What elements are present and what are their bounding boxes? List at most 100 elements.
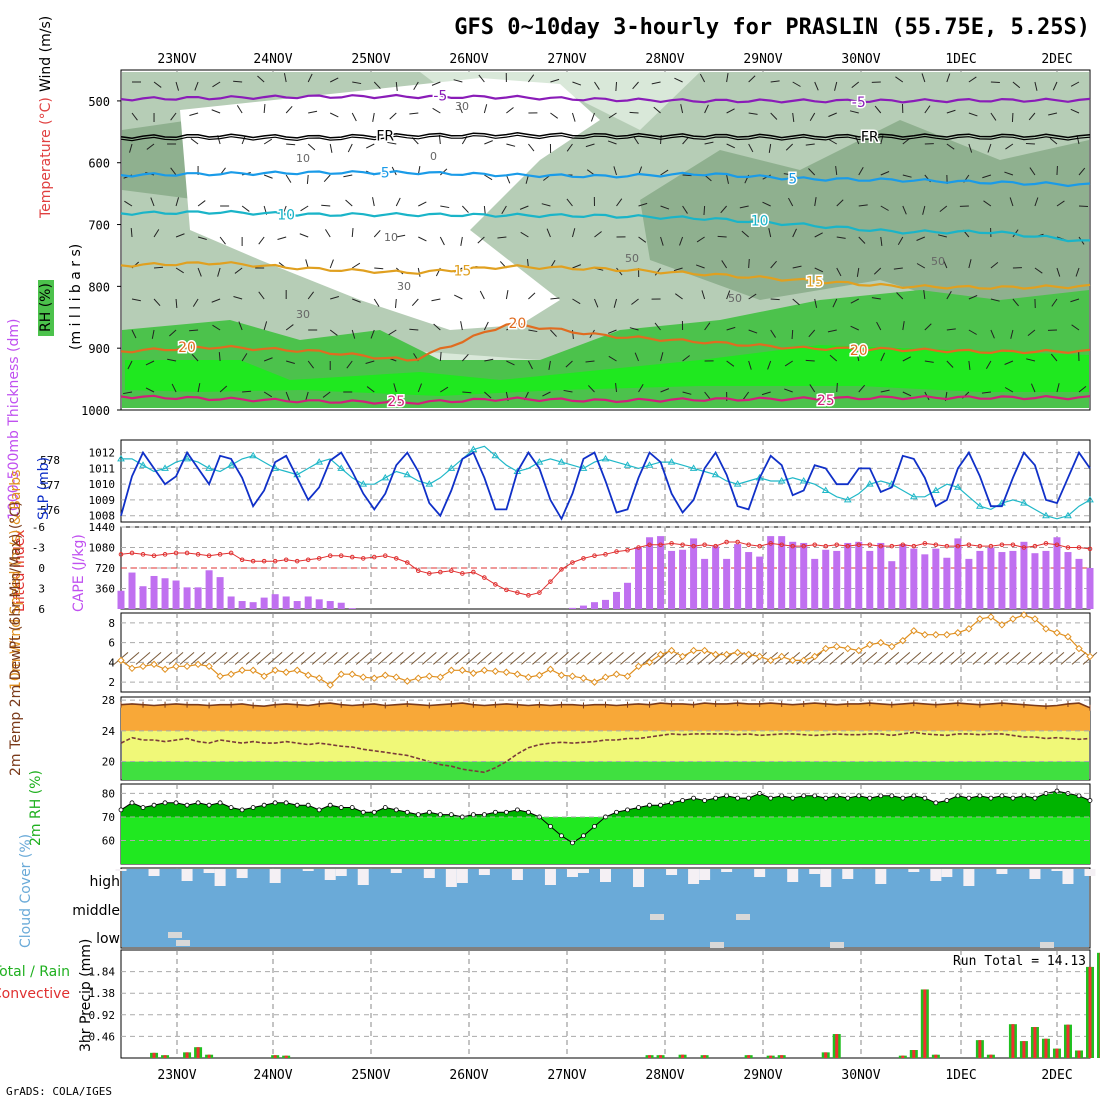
wind-barb bbox=[902, 321, 905, 331]
wind-barb-10m bbox=[333, 652, 349, 665]
date-label-top: 2DEC bbox=[1041, 52, 1072, 67]
wind-speed-marker bbox=[117, 656, 125, 665]
wind-barb bbox=[411, 298, 419, 307]
wind-speed-marker bbox=[733, 648, 742, 657]
wind-speed-marker bbox=[943, 631, 951, 639]
wind-barb-10m bbox=[245, 652, 261, 665]
wind-barb bbox=[828, 112, 837, 117]
thickness-marker bbox=[359, 480, 368, 487]
wind-barb bbox=[257, 75, 265, 83]
li-marker bbox=[922, 541, 928, 546]
cloud-level-label: high bbox=[89, 874, 120, 890]
wind-speed-marker bbox=[601, 673, 610, 681]
cloud-high-gap bbox=[390, 869, 402, 873]
wind-barb bbox=[1070, 81, 1080, 87]
rh2m-marker bbox=[526, 809, 531, 815]
li-marker bbox=[768, 541, 773, 546]
precip-bar-convective bbox=[273, 1055, 277, 1058]
wind-barb bbox=[146, 143, 155, 150]
wind-barb bbox=[767, 360, 772, 370]
wind-barb-10m bbox=[532, 652, 547, 665]
thickness-marker bbox=[579, 464, 588, 471]
precip-bar-convective bbox=[1066, 1024, 1070, 1058]
wind-barb bbox=[453, 79, 463, 83]
wind-barb bbox=[167, 358, 177, 362]
cloud-level-label: low bbox=[96, 931, 120, 947]
wind-barb bbox=[571, 112, 576, 122]
wind-speed-marker bbox=[139, 662, 147, 671]
wind-barb bbox=[153, 81, 162, 88]
rh2m-marker bbox=[1087, 798, 1093, 803]
rh2m-marker bbox=[922, 795, 928, 801]
li-marker bbox=[184, 550, 190, 556]
cloud-high-gap bbox=[996, 869, 1008, 874]
wind-speed-marker bbox=[260, 672, 268, 680]
cape-bar bbox=[789, 541, 797, 609]
wind-speed-marker bbox=[271, 666, 279, 674]
wind-barb-10m bbox=[576, 652, 591, 665]
wind-barb bbox=[1034, 267, 1043, 274]
cape-bar bbox=[1053, 537, 1061, 609]
slp-ylabel-slp: SLP (mb) bbox=[36, 457, 52, 520]
wind-speed-marker bbox=[1009, 615, 1017, 623]
thickness-marker bbox=[953, 483, 962, 490]
wind-barb bbox=[505, 174, 511, 184]
slp-thickness-group: 1008 1009 1010 1011 1012 576 577 578 1000-500mb … bbox=[6, 319, 1094, 523]
wind-barb bbox=[461, 205, 469, 213]
li-tick-label: 0 bbox=[38, 562, 45, 575]
wind-barb bbox=[968, 329, 977, 335]
wind-speed-marker bbox=[557, 671, 566, 679]
wind-speed-marker bbox=[910, 627, 918, 635]
wind-barb-10m bbox=[135, 652, 151, 665]
rh2m-tick-label: 70 bbox=[102, 811, 115, 824]
wind-tick-label: 6 bbox=[108, 637, 115, 650]
precip-bar-convective bbox=[1077, 1050, 1081, 1058]
cape-bar bbox=[613, 591, 621, 609]
wind-barb-10m bbox=[664, 652, 679, 665]
wind-barb bbox=[283, 73, 287, 83]
wind-barb-10m bbox=[565, 652, 580, 665]
isotherm-label: 20 bbox=[178, 340, 196, 356]
precip-bar bbox=[1097, 952, 1100, 1058]
thickness-marker bbox=[976, 502, 984, 509]
chart-title: GFS 0~10day 3-hourly for PRASLIN (55.75E… bbox=[454, 15, 1090, 40]
temp-ylabel: 2m Temp 2m DewPt (6hr Min/Max) (°C) bbox=[8, 501, 24, 776]
isotherm-label: 15 bbox=[806, 275, 824, 291]
wind-barb bbox=[792, 228, 797, 238]
wind-speed-marker bbox=[844, 644, 852, 653]
wind-barb-10m bbox=[983, 652, 999, 665]
rh2m-marker bbox=[999, 793, 1005, 799]
wind-barb bbox=[299, 233, 309, 238]
wind-barb bbox=[814, 232, 823, 238]
wind-barb bbox=[674, 77, 683, 83]
wind-barb bbox=[372, 112, 375, 122]
li-marker bbox=[669, 541, 674, 546]
wind-barb-10m bbox=[499, 652, 514, 665]
wind-barb bbox=[858, 204, 868, 207]
rh2m-marker bbox=[801, 793, 807, 799]
wind-barb bbox=[212, 81, 221, 88]
wind-barb bbox=[968, 112, 978, 117]
wind-barb bbox=[528, 74, 535, 83]
wind-barb bbox=[946, 290, 952, 300]
thickness-marker bbox=[557, 458, 566, 465]
rh2m-marker bbox=[933, 800, 939, 806]
wind-barb bbox=[660, 169, 669, 176]
wind-barb bbox=[814, 81, 819, 91]
wind-barb bbox=[856, 352, 860, 362]
wind-barb bbox=[460, 321, 463, 331]
cape-bar bbox=[1020, 541, 1028, 609]
wind-barb bbox=[285, 174, 292, 183]
wind-barb-10m bbox=[1027, 652, 1043, 665]
isotherm-label: 20 bbox=[508, 316, 526, 332]
wind-barb bbox=[784, 388, 793, 393]
wind-barb bbox=[542, 391, 551, 397]
wind-barb-10m bbox=[1016, 652, 1032, 665]
cape-bar bbox=[1075, 558, 1083, 609]
wind-barb-10m bbox=[410, 652, 426, 665]
wind-barb bbox=[897, 236, 904, 246]
isotherm-label: 5 bbox=[381, 166, 390, 182]
wind-speed-marker bbox=[392, 673, 400, 681]
li-marker bbox=[1054, 542, 1060, 548]
wind-barb bbox=[219, 385, 228, 393]
